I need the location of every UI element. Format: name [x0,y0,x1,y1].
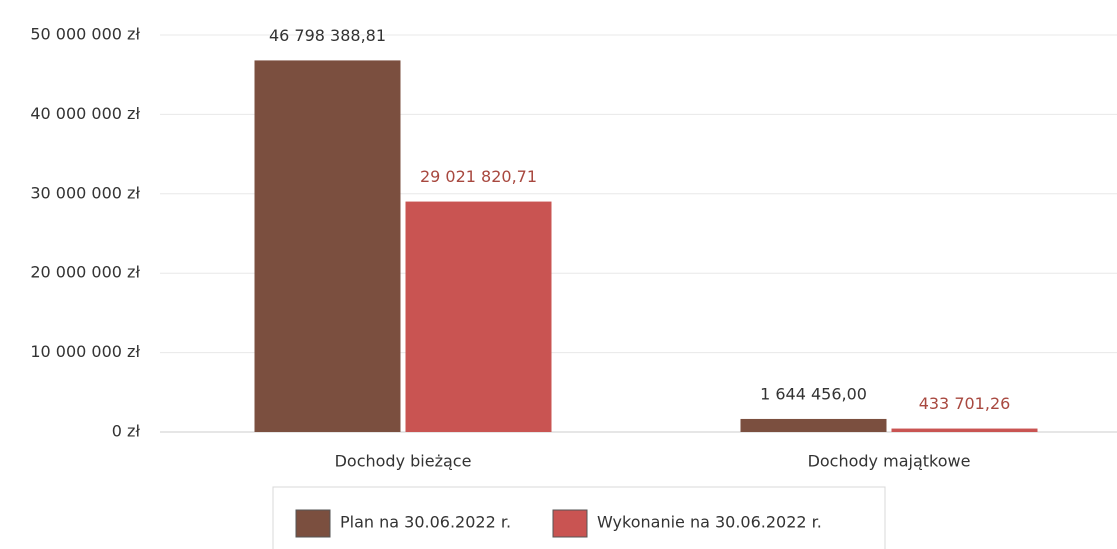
legend-swatch [295,509,331,538]
y-tick-label: 50 000 000 zł [30,25,140,44]
y-tick-label: 30 000 000 zł [30,183,140,202]
bar [405,201,552,432]
value-label: 433 701,26 [919,394,1011,413]
x-tick-label: Dochody bieżące [335,452,472,471]
y-tick-label: 10 000 000 zł [30,342,140,361]
x-tick-label: Dochody majątkowe [808,452,971,471]
y-tick-label: 40 000 000 zł [30,104,140,123]
value-label: 1 644 456,00 [760,384,867,403]
y-tick-label: 20 000 000 zł [30,263,140,282]
y-tick-label: 0 zł [112,422,141,441]
value-label: 29 021 820,71 [420,167,537,186]
bar [891,428,1038,432]
bar [740,418,887,432]
legend-label: Plan na 30.06.2022 r. [340,513,511,532]
value-label: 46 798 388,81 [269,26,386,45]
legend-swatch [552,509,588,538]
bar [254,60,401,433]
legend-label: Wykonanie na 30.06.2022 r. [597,513,822,532]
